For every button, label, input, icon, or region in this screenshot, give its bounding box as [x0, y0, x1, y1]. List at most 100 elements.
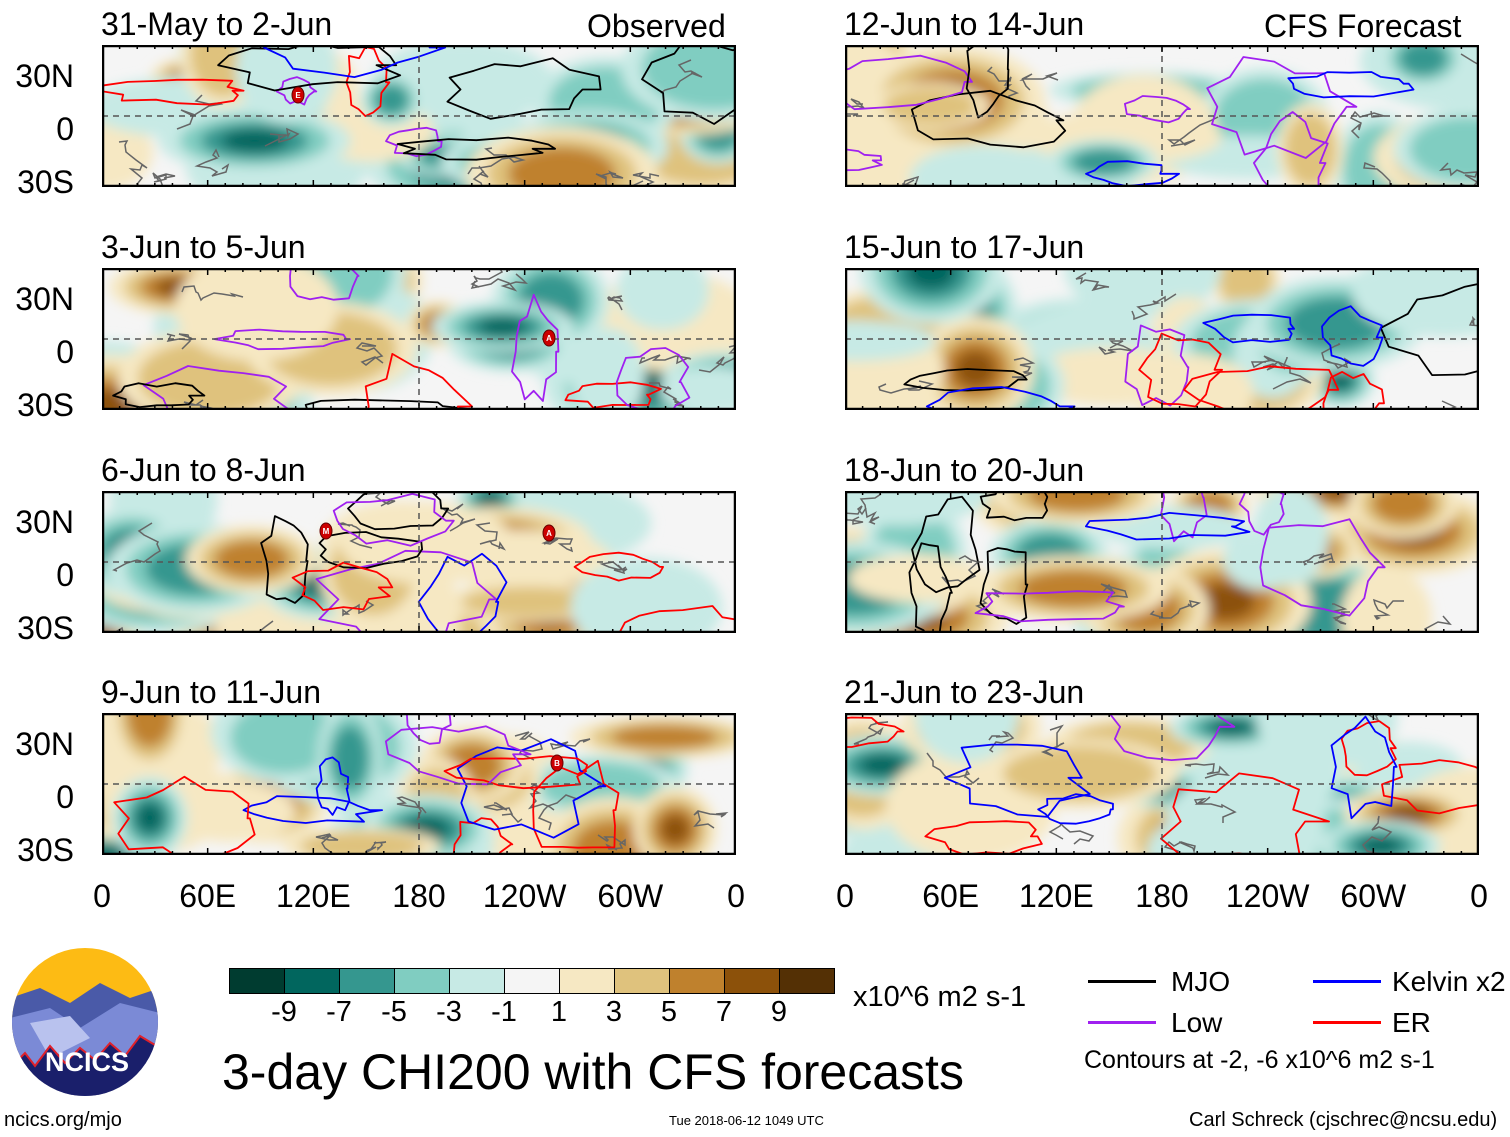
- wave-contour: [965, 45, 1010, 119]
- wave-contour: [304, 398, 471, 410]
- colorbar-label: 3: [605, 996, 623, 1028]
- wave-contour: [1253, 111, 1329, 187]
- latitude-label: 0: [56, 334, 74, 370]
- latitude-label: 30S: [17, 610, 74, 646]
- coastline: [470, 273, 529, 292]
- wave-contour: [979, 491, 1049, 522]
- wave-contour: [315, 549, 498, 633]
- longitude-label: 120E: [1018, 878, 1094, 914]
- wave-contour: [943, 743, 1091, 818]
- panel-title: 15-Jun to 17-Jun: [844, 229, 1085, 265]
- wave-contour: [291, 561, 394, 611]
- legend-kelvin-label: Kelvin x2: [1392, 966, 1506, 997]
- legend-er-label: ER: [1392, 1007, 1431, 1038]
- coastline: [1011, 357, 1036, 379]
- colorbar-units: x10^6 m2 s-1: [853, 981, 1027, 1013]
- coastline: [112, 522, 161, 572]
- coastline: [1301, 553, 1334, 566]
- coastline: [1019, 72, 1059, 91]
- coastline: [1321, 343, 1352, 369]
- coastline: [441, 503, 476, 532]
- latitude-label: 30S: [17, 832, 74, 868]
- coastline: [660, 59, 703, 94]
- map-panel: [845, 491, 1479, 633]
- source-url[interactable]: ncics.org/mjo: [4, 1109, 122, 1131]
- coastline: [194, 148, 230, 177]
- wave-contour: [903, 368, 1028, 392]
- anomaly-region: [461, 586, 598, 618]
- coastline: [988, 730, 1015, 753]
- longitude-label: 120W: [1225, 878, 1310, 914]
- coastline: [698, 344, 736, 373]
- wave-contour: [446, 57, 602, 120]
- colorbar-label: 7: [715, 996, 733, 1028]
- colorbar-swatch: [614, 968, 670, 994]
- colorbar-label: 9: [770, 996, 788, 1028]
- longitude-label: 120E: [275, 878, 351, 914]
- anomaly-region: [1218, 268, 1273, 308]
- wave-contour: [910, 89, 1067, 149]
- map-panel: [845, 268, 1479, 410]
- anomaly-region: [1399, 45, 1447, 76]
- svg-text:A: A: [546, 529, 552, 538]
- anomaly-region: [845, 320, 936, 361]
- anomaly-region: [1072, 149, 1135, 175]
- anomaly-region: [102, 845, 127, 855]
- colorbar-swatch: [339, 968, 395, 994]
- anomaly-region: [1386, 805, 1431, 823]
- author-credit: Carl Schreck (cjschrec@ncsu.edu): [1189, 1109, 1498, 1131]
- figure-title: 3-day CHI200 with CFS forecasts: [222, 1044, 964, 1100]
- longitude-label: 0: [93, 878, 111, 914]
- anomaly-region: [1196, 583, 1255, 620]
- coastline: [475, 522, 506, 551]
- wave-contour: [142, 365, 292, 410]
- coastline: [1048, 822, 1095, 845]
- longitude-label: 0: [1470, 878, 1488, 914]
- colorbar-swatch: [449, 968, 505, 994]
- anomaly-region: [660, 366, 736, 410]
- wave-contour: [573, 551, 664, 582]
- longitude-label: 60E: [922, 878, 980, 914]
- wave-contour: [1206, 56, 1358, 159]
- anomaly-region: [1359, 836, 1401, 855]
- panel-title: 9-Jun to 11-Jun: [101, 674, 321, 710]
- coastline: [853, 721, 889, 745]
- anomaly-region: [616, 268, 709, 331]
- coastline: [467, 147, 526, 175]
- anomaly-region: [230, 713, 340, 774]
- wave-contour: [1085, 512, 1251, 541]
- coastline: [901, 175, 923, 187]
- coastline: [363, 841, 387, 855]
- cfs-forecast-label: CFS Forecast: [1264, 8, 1462, 44]
- anomaly-region: [235, 45, 338, 124]
- coastline: [638, 354, 692, 365]
- longitude-label: 180: [392, 878, 446, 914]
- wave-contour: [925, 386, 1076, 410]
- latitude-label: 30N: [15, 281, 74, 317]
- legend-mjo-label: MJO: [1171, 966, 1231, 997]
- storm-marker: M: [319, 522, 333, 540]
- legend-mjo-line: [1088, 980, 1156, 983]
- timestamp: Tue 2018-06-12 1049 UTC: [669, 1113, 824, 1128]
- anomaly-region: [1409, 117, 1479, 182]
- coastline: [1098, 340, 1134, 355]
- coastline: [118, 140, 148, 187]
- colorbar-swatch: [559, 968, 615, 994]
- wave-contour: [113, 775, 256, 855]
- latitude-label: 30S: [17, 164, 74, 200]
- coastline: [1438, 162, 1479, 187]
- anomaly-region: [1340, 567, 1432, 633]
- wave-contour: [347, 491, 450, 531]
- wave-contour: [345, 46, 391, 117]
- latitude-label: 30N: [15, 58, 74, 94]
- colorbar-swatch: [504, 968, 560, 994]
- colorbar-label: -3: [436, 996, 462, 1028]
- wave-contour: [1202, 313, 1295, 344]
- wave-contour: [532, 759, 620, 849]
- anomaly-region: [508, 147, 616, 187]
- legend-low-label: Low: [1171, 1007, 1223, 1038]
- anomaly-region: [1028, 491, 1126, 512]
- anomaly-region: [847, 554, 987, 603]
- coastline: [1163, 840, 1196, 855]
